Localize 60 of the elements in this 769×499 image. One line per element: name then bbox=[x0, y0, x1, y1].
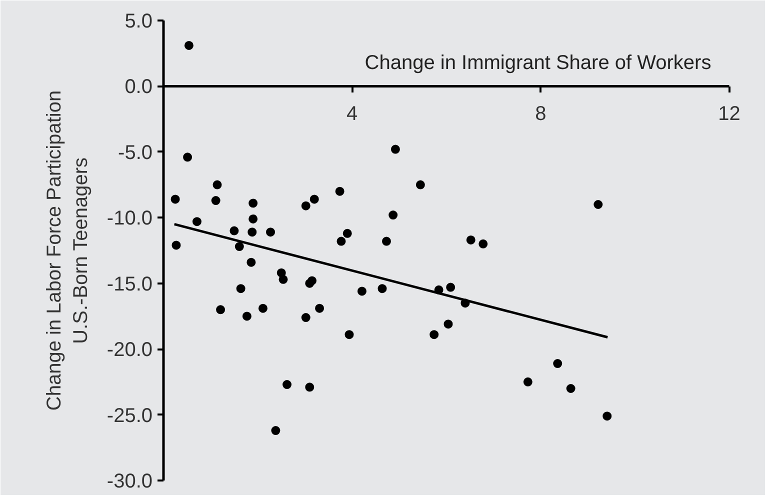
point bbox=[192, 217, 202, 226]
point bbox=[553, 359, 562, 368]
point bbox=[170, 194, 180, 204]
point bbox=[444, 320, 453, 329]
point bbox=[305, 278, 314, 288]
point bbox=[336, 236, 346, 246]
point bbox=[301, 313, 310, 322]
point bbox=[335, 186, 344, 196]
point bbox=[466, 235, 476, 244]
point bbox=[478, 239, 488, 248]
point bbox=[211, 196, 220, 206]
point bbox=[216, 305, 226, 314]
point bbox=[357, 286, 366, 296]
point bbox=[282, 380, 292, 390]
point bbox=[271, 426, 280, 436]
point bbox=[183, 152, 192, 162]
y-tick-label: -5.0 bbox=[118, 142, 153, 164]
point bbox=[416, 180, 425, 190]
point bbox=[594, 200, 603, 209]
y-tick-label: -15.0 bbox=[106, 273, 153, 296]
y-tick-label: 5.0 bbox=[124, 10, 153, 32]
point bbox=[242, 312, 252, 321]
x-tick-label: 8 bbox=[535, 103, 546, 126]
point bbox=[234, 242, 244, 252]
point bbox=[305, 382, 314, 392]
point bbox=[236, 284, 246, 294]
point bbox=[523, 377, 532, 386]
y-tick-label: -10.0 bbox=[106, 208, 153, 230]
point bbox=[344, 330, 354, 340]
x-tick-label: 4 bbox=[346, 103, 358, 126]
point bbox=[342, 228, 352, 238]
point bbox=[430, 330, 439, 340]
point bbox=[278, 274, 288, 284]
y-tick-label: 0.0 bbox=[124, 76, 153, 98]
point bbox=[172, 240, 181, 250]
point bbox=[301, 201, 310, 210]
point bbox=[390, 144, 400, 154]
point bbox=[212, 180, 222, 190]
point bbox=[388, 210, 398, 220]
point bbox=[566, 384, 576, 393]
point bbox=[248, 228, 257, 237]
y-tick-label: -30.0 bbox=[106, 470, 153, 492]
x-tick-label: 12 bbox=[718, 103, 740, 126]
point bbox=[266, 228, 276, 237]
y-tick-label: -20.0 bbox=[106, 339, 153, 362]
point bbox=[246, 258, 256, 267]
point bbox=[310, 194, 319, 204]
point bbox=[382, 236, 391, 246]
y-tick-label: -25.0 bbox=[106, 404, 153, 427]
point bbox=[602, 412, 612, 421]
point bbox=[378, 284, 387, 294]
point bbox=[258, 304, 268, 313]
point bbox=[230, 226, 239, 236]
x-axis-title: Change in Immigrant Share of Workers bbox=[364, 52, 712, 74]
point bbox=[315, 304, 324, 313]
point bbox=[248, 198, 258, 208]
point bbox=[248, 214, 258, 224]
point bbox=[446, 282, 456, 292]
y-axis-title: Change in Labor Force Participation U.S.-Born Teenagers bbox=[44, 90, 92, 411]
point bbox=[184, 40, 194, 50]
